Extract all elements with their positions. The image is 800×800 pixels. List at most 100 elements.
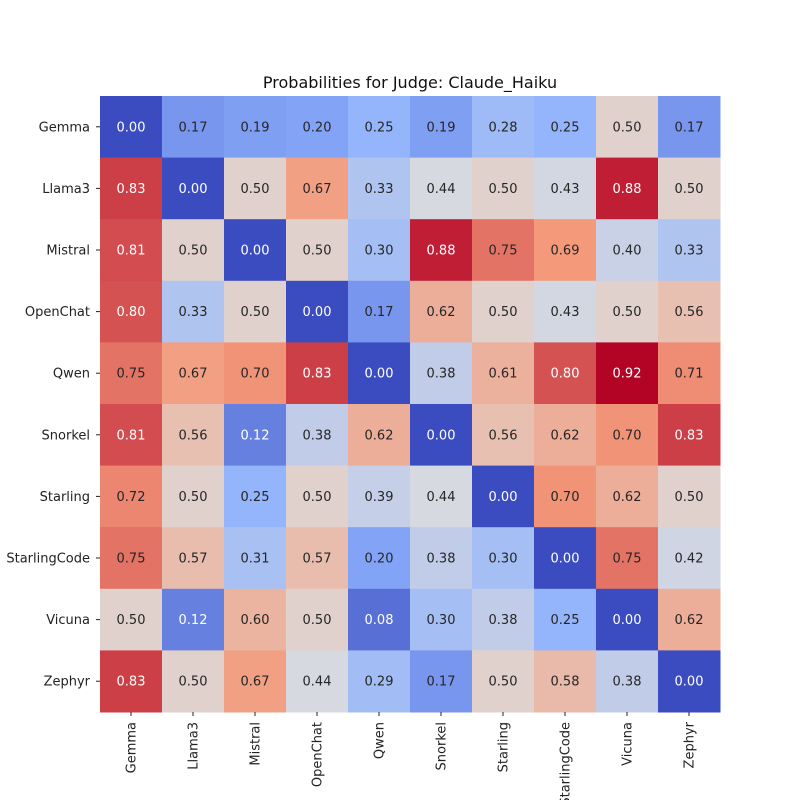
heatmap-cell bbox=[596, 404, 659, 467]
heatmap-cell bbox=[596, 527, 659, 590]
heatmap-cell bbox=[472, 588, 535, 651]
heatmap-cell bbox=[286, 588, 349, 651]
cell-value-label: 0.50 bbox=[613, 305, 642, 320]
heatmap-cell bbox=[596, 219, 659, 282]
cell-value-label: 0.50 bbox=[241, 305, 270, 320]
cell-value-label: 0.17 bbox=[179, 120, 208, 135]
heatmap-cell bbox=[162, 280, 225, 343]
heatmap-cell bbox=[472, 280, 535, 343]
heatmap-cell bbox=[162, 219, 225, 282]
y-tick-label: OpenChat bbox=[25, 305, 90, 320]
cell-value-label: 0.38 bbox=[427, 552, 456, 567]
x-tick-label: OpenChat bbox=[311, 722, 326, 787]
heatmap-cell bbox=[286, 96, 349, 159]
cell-value-label: 0.28 bbox=[489, 120, 518, 135]
cell-value-label: 0.75 bbox=[613, 552, 642, 567]
cell-value-label: 0.81 bbox=[117, 428, 146, 443]
heatmap-cell bbox=[162, 404, 225, 467]
cell-value-label: 0.50 bbox=[303, 613, 332, 628]
heatmap-cell bbox=[534, 465, 597, 528]
cell-value-label: 0.67 bbox=[303, 182, 332, 197]
heatmap-cell bbox=[596, 342, 659, 405]
heatmap-cell bbox=[348, 465, 411, 528]
heatmap-cell bbox=[534, 588, 597, 651]
cell-value-label: 0.56 bbox=[179, 428, 208, 443]
cell-value-label: 0.67 bbox=[241, 675, 270, 690]
cell-value-label: 0.25 bbox=[241, 490, 270, 505]
heatmap-cell bbox=[224, 342, 287, 405]
cell-value-label: 0.62 bbox=[551, 428, 580, 443]
heatmap-cell bbox=[286, 157, 349, 220]
cell-value-label: 0.25 bbox=[365, 120, 394, 135]
cell-value-label: 0.75 bbox=[117, 367, 146, 382]
cell-value-label: 0.00 bbox=[489, 490, 518, 505]
heatmap-cell bbox=[472, 219, 535, 282]
cell-value-label: 0.42 bbox=[675, 552, 704, 567]
heatmap-cell bbox=[100, 404, 163, 467]
heatmap-cell bbox=[658, 404, 721, 467]
cell-value-label: 0.92 bbox=[613, 367, 642, 382]
x-tick-label: StarlingCode bbox=[559, 722, 574, 800]
heatmap-cell bbox=[658, 280, 721, 343]
cell-value-label: 0.60 bbox=[241, 613, 270, 628]
cell-value-label: 0.50 bbox=[489, 182, 518, 197]
heatmap-cell bbox=[162, 96, 225, 159]
x-tick-label: Starling bbox=[497, 722, 512, 772]
cell-value-label: 0.40 bbox=[613, 244, 642, 259]
cell-value-label: 0.57 bbox=[179, 552, 208, 567]
x-tick-label: Vicuna bbox=[621, 722, 636, 766]
cell-value-label: 0.70 bbox=[551, 490, 580, 505]
cell-value-label: 0.72 bbox=[117, 490, 146, 505]
heatmap-cell bbox=[534, 157, 597, 220]
cell-value-label: 0.50 bbox=[613, 120, 642, 135]
cell-value-label: 0.50 bbox=[179, 675, 208, 690]
heatmap-cell bbox=[224, 219, 287, 282]
x-tick-label: Llama3 bbox=[187, 722, 202, 770]
cell-value-label: 0.17 bbox=[427, 675, 456, 690]
cell-value-label: 0.00 bbox=[365, 367, 394, 382]
cell-value-label: 0.00 bbox=[427, 428, 456, 443]
x-tick-label: Qwen bbox=[373, 722, 388, 759]
cell-value-label: 0.00 bbox=[613, 613, 642, 628]
heatmap-cell bbox=[286, 527, 349, 590]
cell-value-label: 0.62 bbox=[427, 305, 456, 320]
heatmap-cell bbox=[410, 404, 473, 467]
heatmap-cell bbox=[286, 650, 349, 713]
heatmap-cell bbox=[534, 219, 597, 282]
heatmap-cell bbox=[472, 527, 535, 590]
cell-value-label: 0.56 bbox=[675, 305, 704, 320]
heatmap-cell bbox=[162, 650, 225, 713]
heatmap-cell bbox=[348, 404, 411, 467]
heatmap-cell bbox=[162, 465, 225, 528]
cell-value-label: 0.19 bbox=[241, 120, 270, 135]
cell-value-label: 0.50 bbox=[179, 490, 208, 505]
cell-value-label: 0.61 bbox=[489, 367, 518, 382]
cell-value-label: 0.88 bbox=[613, 182, 642, 197]
cell-value-label: 0.50 bbox=[179, 244, 208, 259]
heatmap-cell bbox=[472, 342, 535, 405]
heatmap-cell bbox=[658, 342, 721, 405]
heatmap-cell bbox=[658, 219, 721, 282]
heatmap-cell bbox=[410, 588, 473, 651]
heatmap-cell bbox=[658, 157, 721, 220]
heatmap-cell bbox=[224, 157, 287, 220]
cell-value-label: 0.17 bbox=[675, 120, 704, 135]
y-tick-label: Mistral bbox=[46, 244, 90, 259]
cell-value-label: 0.50 bbox=[489, 675, 518, 690]
heatmap-cell bbox=[472, 465, 535, 528]
heatmap-cell bbox=[596, 588, 659, 651]
heatmap-cell bbox=[410, 342, 473, 405]
heatmap-cell bbox=[286, 280, 349, 343]
y-tick-label: Vicuna bbox=[46, 613, 90, 628]
heatmap-cell bbox=[100, 588, 163, 651]
heatmap-cell bbox=[224, 404, 287, 467]
heatmap-cell bbox=[348, 219, 411, 282]
heatmap-cell bbox=[100, 280, 163, 343]
heatmap-cell bbox=[100, 157, 163, 220]
heatmap-cell bbox=[596, 280, 659, 343]
heatmap-cell bbox=[658, 650, 721, 713]
cell-value-label: 0.75 bbox=[489, 244, 518, 259]
heatmap-cell bbox=[658, 465, 721, 528]
heatmap-cell bbox=[410, 157, 473, 220]
heatmap-cell bbox=[100, 527, 163, 590]
